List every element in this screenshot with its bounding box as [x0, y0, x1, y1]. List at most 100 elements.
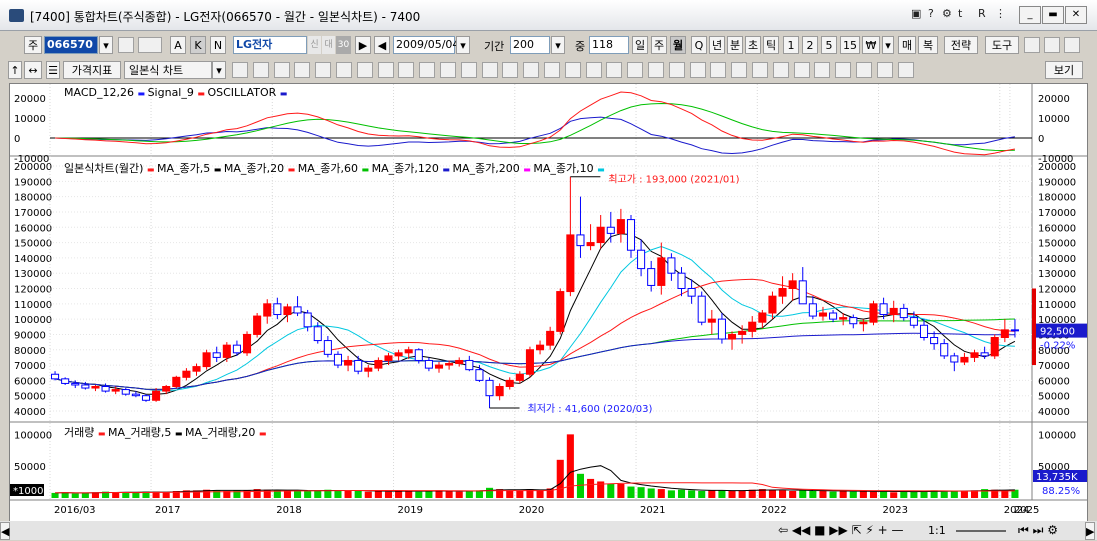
draw-tool-icon[interactable]	[336, 62, 352, 78]
help-button[interactable]: ?	[928, 7, 934, 20]
draw-tool-icon[interactable]	[814, 62, 831, 78]
toggle-a-button[interactable]: A	[170, 36, 186, 54]
cycle-quarter[interactable]: Q	[691, 36, 707, 54]
buy-button[interactable]: 매	[898, 36, 916, 54]
draw-tool-icon[interactable]	[419, 62, 436, 78]
macd-tick-right: -10000	[1038, 154, 1073, 165]
tools-button[interactable]: 도구	[985, 36, 1019, 54]
cycle-2[interactable]: 2	[802, 36, 818, 54]
nav-controls[interactable]: ⇦ ◀◀ ■ ▶▶ ⇱ ⚡ + —	[778, 523, 904, 537]
currency-button[interactable]: ₩	[862, 36, 880, 54]
draw-tool-icon[interactable]	[481, 62, 498, 78]
settings-icon[interactable]: ⚙	[942, 7, 952, 20]
strategy-button[interactable]: 전략	[944, 36, 978, 54]
cycle-tick[interactable]: 틱	[763, 36, 779, 54]
expand-icon[interactable]: ↔	[24, 61, 42, 79]
draw-tool-icon[interactable]	[648, 62, 664, 78]
filter-icon[interactable]	[138, 37, 162, 53]
draw-tool-icon[interactable]	[689, 62, 706, 78]
draw-tool-icon[interactable]	[772, 62, 789, 78]
cycle-5[interactable]: 5	[821, 36, 837, 54]
volume-bar	[698, 491, 706, 498]
list-icon[interactable]: ☰	[46, 61, 60, 79]
volume-bar	[374, 491, 382, 498]
draw-tool-icon[interactable]	[710, 62, 727, 78]
draw-tool-icon[interactable]	[627, 62, 644, 78]
draw-tool-icon[interactable]	[523, 62, 540, 78]
wrench-icon[interactable]	[1064, 37, 1080, 53]
zoom-slider[interactable]	[956, 530, 1006, 532]
candle-body	[303, 312, 312, 328]
price-tick-left: 170000	[14, 208, 52, 219]
charttype-dropdown-icon[interactable]: ▾	[212, 61, 226, 79]
save-icon[interactable]	[1044, 37, 1060, 53]
draw-tool-icon[interactable]	[668, 62, 685, 78]
draw-tool-icon[interactable]	[502, 62, 519, 78]
currency-dropdown-icon[interactable]: ▾	[882, 36, 894, 54]
draw-tool-icon[interactable]	[835, 62, 852, 78]
toggle-k-button[interactable]: K	[190, 36, 206, 54]
draw-tool-icon[interactable]	[252, 62, 269, 78]
draw-tool-icon[interactable]	[460, 62, 477, 78]
close-button[interactable]: ✕	[1065, 6, 1087, 24]
toggle-n-button[interactable]: N	[210, 36, 226, 54]
draw-tool-icon[interactable]	[398, 62, 415, 78]
volume-bar	[91, 492, 100, 498]
code-dropdown-icon[interactable]: ▾	[99, 36, 113, 54]
view-button[interactable]: 보기	[1045, 61, 1083, 79]
search-icon[interactable]	[118, 37, 134, 53]
draw-tool-icon[interactable]	[856, 62, 872, 78]
indicator-select[interactable]: 가격지표	[63, 61, 121, 79]
chart-area[interactable]: 200000 200000 190000 190000 180000 180000 1700…	[9, 83, 1088, 523]
draw-tool-icon[interactable]	[897, 62, 914, 78]
cycle-year[interactable]: 년	[709, 36, 725, 54]
prev-arrow-button[interactable]: ◀	[374, 36, 390, 54]
draw-tool-icon[interactable]	[356, 62, 373, 78]
charttype-select[interactable]: 일본식 차트	[124, 61, 212, 79]
open-folder-icon[interactable]	[1024, 37, 1040, 53]
volume-bar	[71, 493, 79, 498]
cycle-second[interactable]: 초	[745, 36, 761, 54]
scroll-left-icon[interactable]: ◀	[0, 522, 10, 540]
draw-tool-icon[interactable]	[377, 62, 394, 78]
minimize-button[interactable]: _	[1019, 6, 1041, 24]
date-input[interactable]: 2009/05/04	[393, 36, 459, 54]
scroll-right-icon[interactable]: ▶	[1085, 522, 1095, 540]
draw-tool-icon[interactable]	[232, 62, 248, 78]
draw-tool-icon[interactable]	[606, 62, 623, 78]
draw-tool-icon[interactable]	[585, 62, 602, 78]
cycle-minute[interactable]: 분	[727, 36, 743, 54]
cycle-15[interactable]: 15	[840, 36, 860, 54]
restore-button[interactable]: 복	[918, 36, 938, 54]
cycle-1[interactable]: 1	[783, 36, 799, 54]
candle-body	[667, 257, 676, 274]
market-select[interactable]: 주	[24, 36, 42, 54]
cycle-week[interactable]: 주	[651, 36, 667, 54]
next-arrow-button[interactable]: ▶	[355, 36, 371, 54]
refresh-button[interactable]: R	[978, 7, 986, 20]
draw-tool-icon[interactable]	[544, 62, 560, 78]
text-button[interactable]: t	[958, 7, 963, 20]
pin-icon[interactable]: ▣	[911, 7, 922, 20]
draw-tool-icon[interactable]	[273, 62, 290, 78]
draw-tool-icon[interactable]	[564, 62, 581, 78]
up-arrow-icon[interactable]: ↑	[8, 61, 22, 79]
draw-tool-icon[interactable]	[752, 62, 768, 78]
draw-tool-icon[interactable]	[731, 62, 748, 78]
stock-code-input[interactable]: 066570	[44, 36, 98, 54]
maximize-button[interactable]: ▬	[1042, 6, 1064, 24]
count-input[interactable]: 118	[589, 36, 629, 54]
nav-end-controls[interactable]: ⏮ ⏭ ⚙	[1018, 523, 1058, 537]
menu-icon[interactable]: ⋮	[995, 7, 1006, 20]
draw-tool-icon[interactable]	[315, 62, 332, 78]
draw-tool-icon[interactable]	[793, 62, 810, 78]
draw-tool-icon[interactable]	[440, 62, 456, 78]
draw-tool-icon[interactable]	[876, 62, 893, 78]
period-spinner[interactable]: ▾	[551, 36, 565, 54]
draw-tool-icon[interactable]	[294, 62, 311, 78]
period-input[interactable]: 200	[510, 36, 550, 54]
cycle-month[interactable]: 월	[670, 36, 686, 54]
cycle-day[interactable]: 일	[632, 36, 648, 54]
calendar-dropdown-icon[interactable]: ▾	[456, 36, 470, 54]
